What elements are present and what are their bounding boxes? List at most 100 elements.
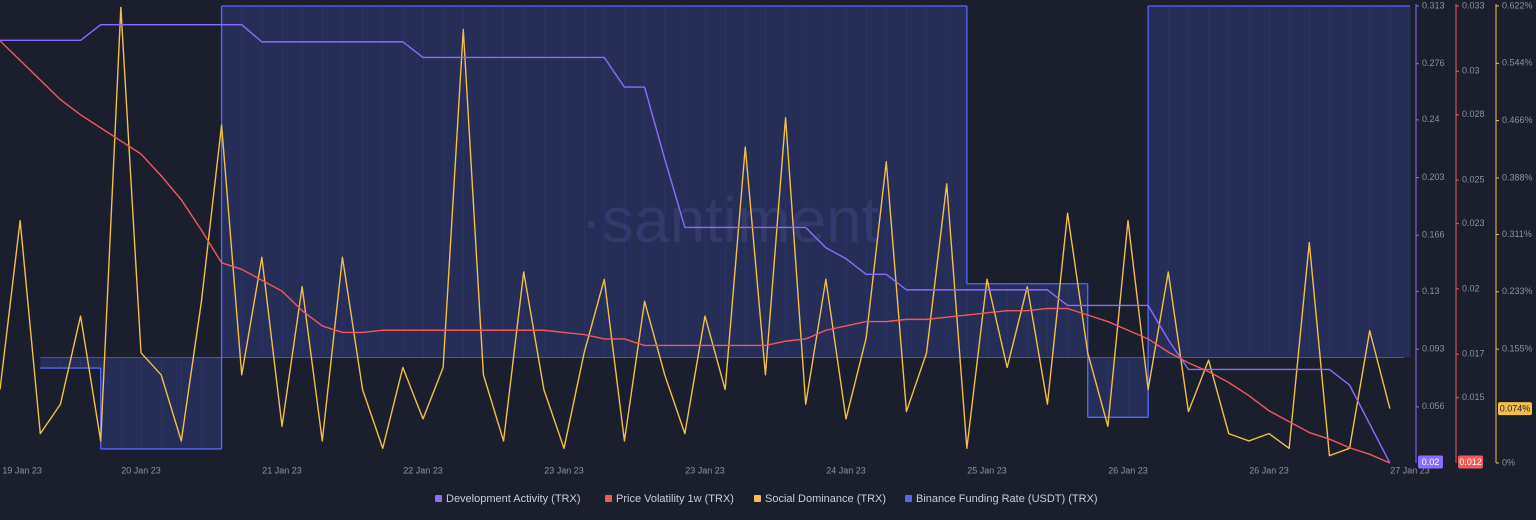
funding-area <box>906 6 928 358</box>
funding-area <box>1389 6 1411 358</box>
y-tick-label: 0.056 <box>1422 401 1445 411</box>
y-tick-label: 0.033 <box>1462 0 1485 10</box>
funding-area <box>745 6 766 358</box>
funding-area <box>221 6 243 358</box>
funding-area <box>201 357 223 449</box>
value-badge <box>1498 402 1532 416</box>
funding-area <box>80 357 102 369</box>
funding-area <box>40 357 61 369</box>
funding-area <box>684 6 706 358</box>
value-badge <box>1458 455 1483 469</box>
legend-swatch <box>754 495 761 502</box>
funding-area <box>1148 6 1169 358</box>
funding-area <box>302 6 323 358</box>
value-badge-label: 0.012 <box>1459 457 1482 467</box>
funding-area <box>463 6 484 358</box>
funding-area <box>584 6 605 358</box>
x-tick-label: 27 Jan 23 <box>1390 465 1430 475</box>
y-tick-label: 0.025 <box>1462 174 1485 184</box>
y-tick-label: 0.544% <box>1502 58 1533 68</box>
funding-area <box>946 6 968 358</box>
funding-area <box>1107 357 1129 418</box>
x-tick-label: 23 Jan 23 <box>685 465 725 475</box>
funding-area <box>785 6 807 358</box>
funding-area <box>765 6 787 358</box>
funding-area <box>1369 6 1391 358</box>
funding-area <box>181 357 202 449</box>
funding-area <box>805 6 827 358</box>
y-tick-label: 0.015 <box>1462 392 1485 402</box>
funding-area <box>362 6 384 358</box>
funding-area <box>966 283 988 358</box>
funding-area <box>926 6 948 358</box>
series-line <box>0 40 1391 464</box>
y-tick-label: 0.017 <box>1462 349 1485 359</box>
funding-area <box>100 357 122 449</box>
legend-label: Price Volatility 1w (TRX) <box>616 493 734 505</box>
funding-area <box>342 6 364 358</box>
legend-label: Social Dominance (TRX) <box>765 493 886 505</box>
funding-area <box>382 6 404 358</box>
funding-area <box>241 6 263 358</box>
x-tick-label: 23 Jan 23 <box>544 465 584 475</box>
y-tick-label: 0.233% <box>1502 286 1533 296</box>
funding-area <box>1047 283 1069 358</box>
funding-area <box>1309 6 1330 358</box>
funding-area <box>60 357 82 369</box>
x-tick-label: 26 Jan 23 <box>1249 465 1289 475</box>
series-line <box>0 24 1391 464</box>
funding-area <box>141 357 162 449</box>
funding-area <box>1128 357 1149 418</box>
funding-area <box>825 6 847 358</box>
funding-area <box>1168 6 1189 358</box>
funding-area <box>523 6 545 358</box>
x-tick-label: 22 Jan 23 <box>403 465 443 475</box>
funding-area <box>644 6 666 358</box>
funding-area <box>322 6 343 358</box>
funding-area <box>866 6 887 358</box>
funding-area <box>120 357 142 449</box>
funding-area <box>282 6 303 358</box>
y-tick-label: 0.166 <box>1422 230 1445 240</box>
y-tick-label: 0.203 <box>1422 172 1445 182</box>
legend-swatch <box>905 495 912 502</box>
y-tick-label: 0.02 <box>1462 283 1480 293</box>
x-tick-label: 19 Jan 23 <box>2 465 42 475</box>
funding-area <box>543 6 565 358</box>
funding-area <box>161 357 182 449</box>
y-tick-label: 0% <box>1502 457 1515 467</box>
y-tick-label: 0.093 <box>1422 344 1445 354</box>
x-tick-label: 21 Jan 23 <box>262 465 302 475</box>
funding-area <box>725 6 746 358</box>
y-tick-label: 0.028 <box>1462 109 1485 119</box>
series-line <box>0 6 1391 457</box>
x-tick-label: 24 Jan 23 <box>826 465 866 475</box>
x-tick-label: 25 Jan 23 <box>967 465 1007 475</box>
funding-area <box>1228 6 1250 358</box>
legend-label: Development Activity (TRX) <box>446 493 580 505</box>
legend-swatch <box>605 495 612 502</box>
y-tick-label: 0.023 <box>1462 218 1485 228</box>
funding-area <box>1289 6 1310 358</box>
y-tick-label: 0.13 <box>1422 286 1440 296</box>
funding-area <box>1269 6 1290 358</box>
funding-area <box>1349 6 1371 358</box>
legend-swatch <box>435 495 442 502</box>
y-tick-label: 0.388% <box>1502 172 1533 182</box>
funding-area <box>604 6 625 358</box>
x-tick-label: 20 Jan 23 <box>121 465 161 475</box>
y-tick-label: 0.276 <box>1422 58 1445 68</box>
funding-area <box>1208 6 1230 358</box>
funding-area <box>886 6 907 358</box>
funding-area <box>261 6 283 358</box>
legend-label: Binance Funding Rate (USDT) (TRX) <box>916 493 1098 505</box>
funding-area <box>483 6 505 358</box>
funding-area <box>705 6 726 358</box>
funding-area <box>1188 6 1210 358</box>
value-badge-label: 0.074% <box>1500 404 1531 414</box>
funding-area <box>1067 283 1089 358</box>
watermark: ·santiment <box>581 184 880 256</box>
y-tick-label: 0.24 <box>1422 114 1440 124</box>
